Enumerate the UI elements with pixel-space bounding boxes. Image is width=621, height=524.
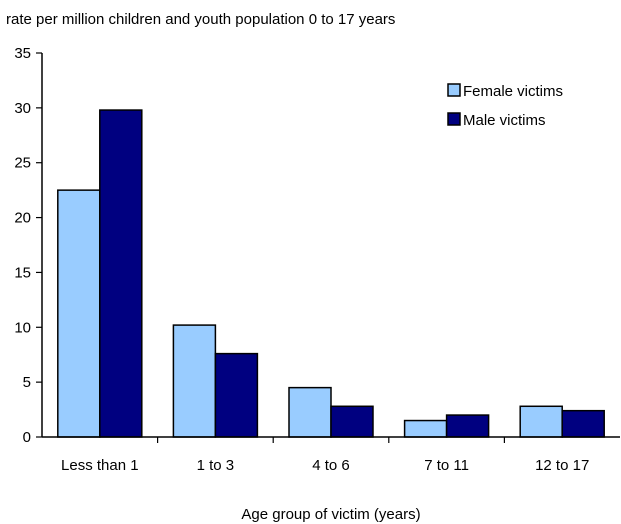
x-tick-label: 1 to 3 (197, 457, 235, 474)
bar-series-area (57, 109, 605, 438)
legend-swatch (447, 112, 461, 126)
x-axis-labels: Less than 1 1 to 3 4 to 6 7 to 11 12 to 17 (61, 437, 589, 474)
x-tick-label: Less than 1 (61, 457, 139, 474)
bar-male-1 (214, 352, 259, 438)
y-axis-title: rate per million children and youth popu… (6, 11, 395, 28)
bar-female-4 (519, 405, 563, 438)
y-tick-label: 30 (14, 100, 31, 117)
bar-female-3 (403, 419, 448, 438)
y-tick-label: 20 (14, 210, 31, 227)
y-tick-label: 25 (14, 155, 31, 172)
bar-male-0 (99, 109, 143, 438)
x-tick-label: 7 to 11 (424, 457, 469, 474)
bar-female-0 (57, 189, 101, 438)
bar-female-1 (172, 324, 217, 438)
legend-swatch (447, 83, 461, 97)
bar-male-2 (330, 405, 374, 438)
y-tick-label: 10 (14, 319, 31, 336)
y-tick-label: 15 (14, 264, 31, 281)
legend: Female victims Male victims (447, 83, 563, 129)
x-tick-label: 4 to 6 (312, 457, 350, 474)
legend-label: Female victims (463, 83, 563, 100)
x-axis-title: Age group of victim (years) (241, 506, 420, 523)
y-tick-label: 5 (23, 374, 31, 391)
y-tick-label: 35 (14, 45, 31, 62)
bar-female-2 (288, 386, 332, 438)
bar-male-4 (561, 409, 605, 438)
legend-label: Male victims (463, 112, 546, 129)
y-tick-label: 0 (23, 429, 31, 446)
bar-male-3 (445, 414, 490, 438)
x-tick-label: 12 to 17 (535, 457, 589, 474)
y-axis-ticks: 0 5 10 15 20 25 30 35 (14, 45, 42, 446)
